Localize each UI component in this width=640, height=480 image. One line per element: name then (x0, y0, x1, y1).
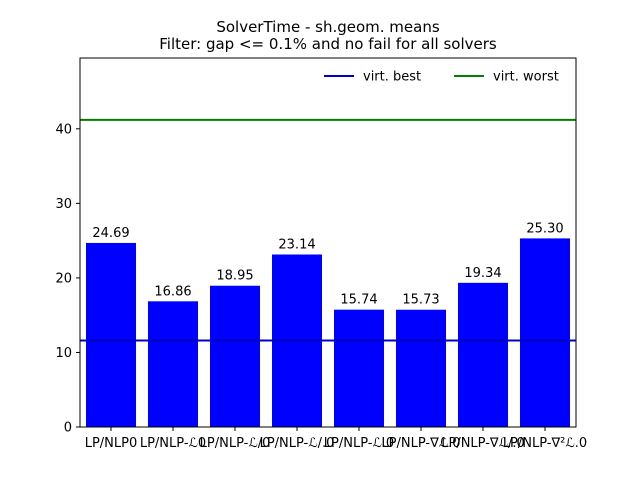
bar (520, 238, 570, 427)
bar-value-label: 25.30 (526, 221, 563, 236)
bar-value-label: 24.69 (92, 226, 129, 241)
bar-value-label: 18.95 (216, 269, 253, 284)
chart-subtitle: Filter: gap <= 0.1% and no fail for all … (159, 35, 497, 53)
x-tick-label: LP/NLP-ℒ/0 (200, 436, 271, 451)
legend: virt. best virt. worst (324, 70, 559, 85)
y-tick-label: 20 (55, 271, 72, 286)
bar-value-label: 15.73 (402, 293, 439, 308)
bar (86, 242, 136, 427)
plot-area: 24.69 LP/NLP0 16.86 LP/NLP-ℒ0 18.95 LP/NLP-ℒ/… (55, 57, 587, 451)
legend-virt-best-label: virt. best (363, 70, 421, 85)
bar (334, 309, 384, 427)
legend-virt-worst-label: virt. worst (493, 70, 559, 85)
bar-value-label: 23.14 (278, 238, 315, 253)
bar-value-label: 19.34 (464, 266, 501, 281)
x-tick-label: LP/NLP-∇ℒ.0 (381, 436, 460, 451)
y-tick-label: 40 (55, 122, 72, 137)
y-tick-label: 30 (55, 197, 72, 212)
bar (210, 285, 260, 427)
bar (148, 301, 198, 427)
y-tick-label: 0 (64, 421, 72, 436)
x-tick-label: LP/NLP-ℒ0 (140, 436, 206, 451)
chart-title: SolverTime - sh.geom. means (216, 18, 440, 36)
x-tick-label: LP/NLP-ℒ/.0 (260, 436, 335, 451)
bar-value-label: 16.86 (154, 284, 191, 299)
axes-frame (79, 57, 577, 428)
y-tick-label: 10 (55, 346, 72, 361)
x-tick-label: LP/NLP-∇²ℒ.0 (503, 436, 587, 451)
bar-value-label: 15.74 (340, 293, 377, 308)
x-tick-label: LP/NLP-∇ℒ/.0 (441, 436, 525, 451)
x-tick-label: LP/NLP-ℒ.0 (324, 436, 394, 451)
bar (396, 309, 446, 427)
bar (458, 282, 508, 427)
x-tick-label: LP/NLP0 (85, 436, 138, 451)
